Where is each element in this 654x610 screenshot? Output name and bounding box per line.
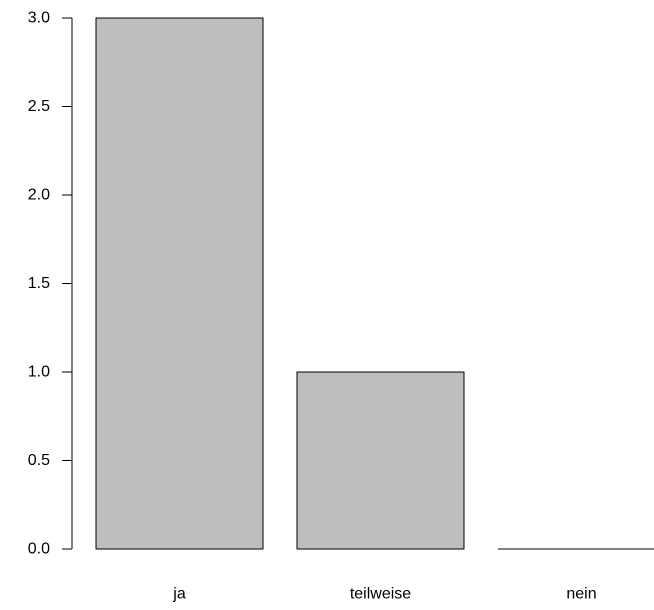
y-tick-label: 0.0: [28, 541, 50, 558]
y-tick-label: 3.0: [28, 10, 50, 27]
y-tick-label: 2.5: [28, 98, 50, 115]
y-tick-label: 2.0: [28, 187, 50, 204]
y-tick-label: 1.0: [28, 364, 50, 381]
bar-ja: [95, 17, 264, 550]
y-axis: 0.0 0.5 1.0 1.5 2.0 2.5 3.0: [28, 10, 73, 558]
x-tick-label-teilweise: teilweise: [350, 586, 411, 603]
y-tick-label: 0.5: [28, 452, 50, 469]
y-tick-label: 1.5: [28, 275, 50, 292]
x-tick-label-ja: ja: [172, 586, 186, 603]
x-axis-labels: ja teilweise nein: [172, 586, 596, 603]
bars: [95, 17, 654, 550]
x-tick-label-nein: nein: [566, 586, 596, 603]
bar-teilweise: [296, 371, 465, 550]
